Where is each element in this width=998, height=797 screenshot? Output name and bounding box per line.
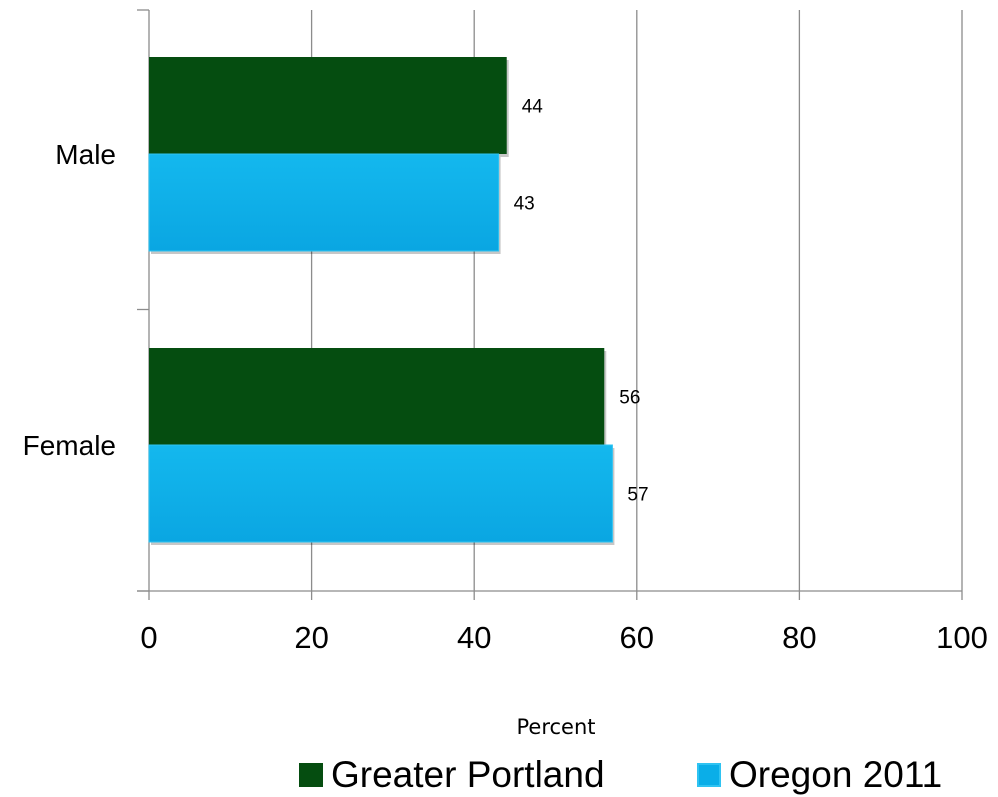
x-tick-label: 80 (782, 620, 816, 655)
x-axis-title: Percent (516, 715, 595, 739)
legend-label: Greater Portland (331, 753, 605, 795)
data-label: 43 (514, 194, 535, 215)
labels: 0 20 40 60 80 100 44 43 56 57 Male Female (23, 97, 988, 656)
x-tick-label: 40 (457, 620, 491, 655)
legend-item: Oregon 2011 (697, 752, 942, 797)
data-label: 57 (627, 485, 648, 506)
legend-label: Oregon 2011 (729, 753, 943, 795)
category-label: Male (55, 139, 116, 170)
legend-swatch (697, 762, 721, 787)
bar-chart: 0 20 40 60 80 100 44 43 56 57 Male Female Percent (23, 9, 988, 739)
bar (148, 444, 613, 543)
bar (149, 348, 605, 445)
legend-swatch (299, 762, 323, 787)
x-tick-label: 60 (620, 620, 654, 655)
data-label: 44 (522, 97, 544, 118)
legend: Greater Portland Oregon 2011 (0, 752, 998, 797)
x-tick-label: 100 (936, 620, 988, 655)
x-tick-label: 20 (294, 620, 328, 655)
category-label: Female (23, 430, 116, 461)
data-label: 56 (619, 388, 640, 409)
legend-item: Greater Portland (299, 752, 605, 797)
bar (149, 57, 507, 154)
x-tick-label: 0 (140, 620, 157, 655)
bar (148, 153, 500, 252)
bars (148, 57, 615, 545)
